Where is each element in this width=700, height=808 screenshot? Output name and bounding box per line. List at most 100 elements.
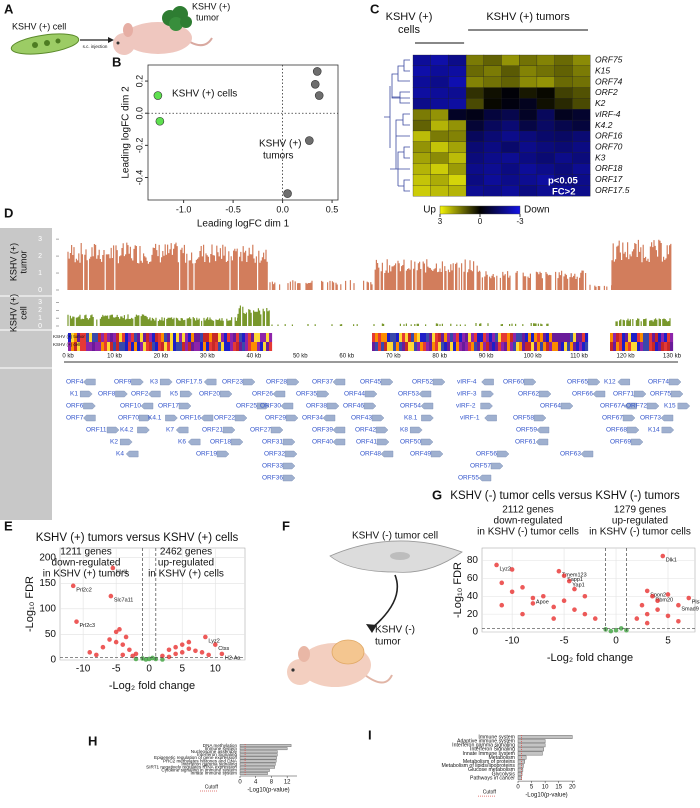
heat-cell [519,163,538,175]
expression-strip [263,333,267,342]
expression-strip [619,342,623,351]
heat-cell [465,65,485,78]
expression-strip [396,342,400,351]
x-axis-label: -Log10(p-value) [247,788,289,794]
gene-label: vIRF-2 [456,403,476,410]
expression-strip [477,342,481,351]
category-label: Immune system [478,734,515,740]
annotation: 1211 genes [60,547,112,558]
x-axis-label: -Log10(p-value) [525,793,567,799]
expression-strip [610,342,614,351]
heat-cell [554,130,573,143]
expression-strip [212,333,216,342]
expression-strip [405,333,409,342]
expression-strip [486,333,490,342]
gene-arrow [523,378,537,386]
y-axis-label: Leading logFC dim 2 [121,86,132,179]
point [153,91,163,100]
expression-strip [507,333,511,342]
expression-strip [640,333,644,342]
expression-strip [119,342,123,351]
gene-label: ORF36 [262,475,283,482]
kb-label: 100 kb [524,354,543,360]
x-tick-label: 0.5 [326,204,339,214]
x-tick-label: -1.0 [176,204,192,214]
expression-strip [555,333,559,342]
point [186,639,192,645]
point [74,619,79,624]
expression-strip [71,342,75,351]
heat-cell [412,185,432,197]
gene-label: ORF20 [199,391,220,398]
heat-cell [536,130,555,143]
gene-arrow [79,390,93,398]
point [660,553,666,559]
y-tick-label: -0.2 [134,138,144,154]
expression-strip [646,342,650,351]
expression-strip [426,333,430,342]
gene-arrow [418,390,432,398]
gene-label: ORF57 [470,463,491,470]
point [133,651,139,657]
heat-cell [412,130,432,143]
expression-strip [667,342,671,351]
x-tick-label: 10 [542,785,549,791]
gene-label: ORF17.5 [176,379,203,386]
gene-arrow [140,402,154,410]
expression-strip [585,342,589,351]
heat-cell [465,152,485,164]
expression-strip [221,333,225,342]
gene-label: ORF8 [98,391,116,398]
point-label: Ctss [218,646,229,652]
heat-cell [483,109,502,121]
point [110,565,116,571]
gene-label: K1 [70,391,78,398]
gene-label: K15 [664,403,676,410]
point [494,562,499,568]
gene-arrow [326,402,340,410]
expression-strip [227,342,231,351]
gene-arrow [624,402,637,410]
expression-strip [209,333,213,342]
point-label: Yap1 [572,583,584,589]
expression-strip [200,342,204,351]
gene-label: ORF44 [344,391,365,398]
point [582,611,588,617]
gene-arrow [280,402,294,410]
heat-cell [536,152,555,164]
point [634,616,640,621]
y-tick-label: 40 [467,591,479,602]
expression-strip [540,342,544,351]
row-label: ORF18 [595,163,623,173]
expression-strip [510,333,514,342]
gene-label: K2 [110,439,118,446]
expression-strip [573,333,577,342]
point-label: Spon2 [650,592,666,598]
heat-cell [554,65,573,78]
heat-cell [519,174,538,186]
point [160,653,165,659]
expression-strip [459,333,463,342]
point [676,618,681,624]
y-tick-label: 200 [39,552,56,563]
heat-cell [465,174,485,186]
y-tick-label: 60 [467,573,479,584]
heat-cell [430,54,449,67]
expression-strip [549,333,553,342]
bar [517,772,523,776]
expression-strip [625,333,629,342]
point [94,652,99,658]
heat-cell [465,98,485,110]
expression-strip [212,342,216,351]
gene-arrow [332,438,346,446]
expression-strip [233,342,237,351]
point [179,642,185,647]
expression-strip [495,333,499,342]
gene-label: K5 [170,391,178,398]
expression-strip [471,342,475,351]
expression-strip [444,342,448,351]
heat-cell [519,185,538,197]
heat-cell [430,109,449,121]
expression-strip [643,333,647,342]
gene-arrow [484,414,497,422]
